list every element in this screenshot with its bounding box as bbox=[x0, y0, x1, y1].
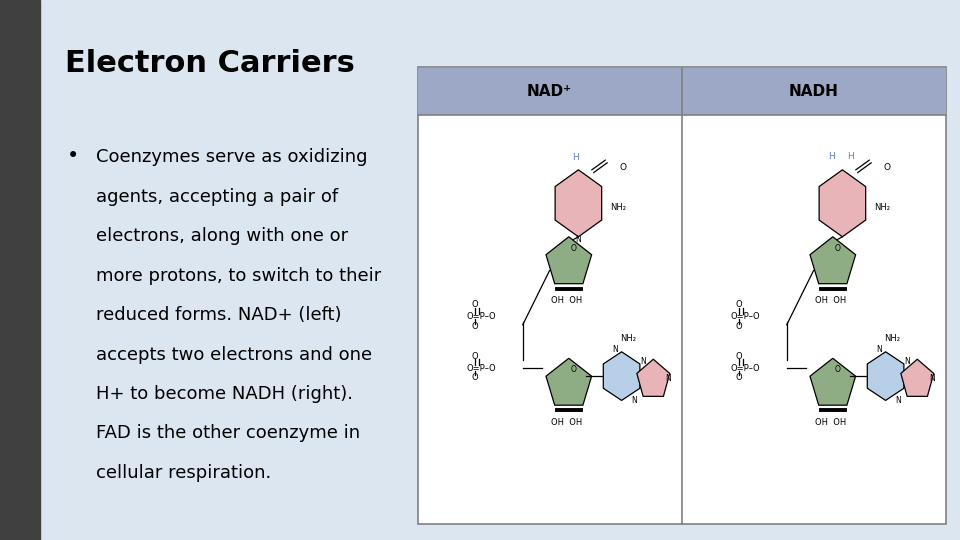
Text: NH₂: NH₂ bbox=[611, 203, 626, 212]
Text: N: N bbox=[904, 357, 909, 366]
Text: H: H bbox=[848, 152, 854, 161]
Text: more protons, to switch to their: more protons, to switch to their bbox=[96, 267, 381, 285]
Text: reduced forms. NAD+ (left): reduced forms. NAD+ (left) bbox=[96, 306, 342, 324]
Text: O=P–O: O=P–O bbox=[731, 363, 759, 373]
Text: O: O bbox=[471, 300, 478, 309]
Text: N: N bbox=[665, 374, 671, 383]
Text: accepts two electrons and one: accepts two electrons and one bbox=[96, 346, 372, 363]
Text: O: O bbox=[735, 300, 742, 309]
Text: O=P–O: O=P–O bbox=[467, 312, 495, 321]
Text: Electron Carriers: Electron Carriers bbox=[65, 49, 355, 78]
Bar bbox=[418, 68, 946, 524]
Text: H+ to become NADH (right).: H+ to become NADH (right). bbox=[96, 385, 353, 403]
Bar bbox=[418, 68, 682, 115]
Text: O: O bbox=[471, 352, 478, 361]
Bar bbox=[682, 68, 946, 115]
Text: O: O bbox=[471, 322, 478, 331]
Text: electrons, along with one or: electrons, along with one or bbox=[96, 227, 348, 245]
Text: OH  OH: OH OH bbox=[551, 417, 582, 427]
Text: O=P–O: O=P–O bbox=[467, 363, 495, 373]
Text: NH₂: NH₂ bbox=[874, 203, 890, 212]
Text: agents, accepting a pair of: agents, accepting a pair of bbox=[96, 188, 338, 206]
Text: NH₂: NH₂ bbox=[620, 334, 636, 343]
Polygon shape bbox=[810, 359, 855, 405]
Text: O: O bbox=[883, 163, 890, 172]
Text: O: O bbox=[471, 373, 478, 382]
Polygon shape bbox=[546, 359, 591, 405]
Text: H: H bbox=[828, 152, 835, 161]
Text: Coenzymes serve as oxidizing: Coenzymes serve as oxidizing bbox=[96, 148, 368, 166]
Text: O: O bbox=[619, 163, 626, 172]
Polygon shape bbox=[546, 237, 591, 284]
Polygon shape bbox=[819, 170, 866, 237]
Text: OH  OH: OH OH bbox=[815, 417, 846, 427]
Text: N: N bbox=[576, 235, 581, 244]
Text: NH₂: NH₂ bbox=[884, 334, 900, 343]
Polygon shape bbox=[867, 352, 904, 400]
Text: N: N bbox=[640, 357, 645, 366]
Polygon shape bbox=[636, 359, 670, 396]
Text: N: N bbox=[876, 345, 882, 354]
Text: O: O bbox=[834, 244, 841, 253]
Text: O: O bbox=[570, 366, 577, 374]
Text: FAD is the other coenzyme in: FAD is the other coenzyme in bbox=[96, 424, 360, 442]
Text: O=P–O: O=P–O bbox=[731, 312, 759, 321]
Text: N: N bbox=[612, 345, 618, 354]
Text: OH  OH: OH OH bbox=[551, 296, 582, 305]
Text: NADH: NADH bbox=[789, 84, 838, 99]
Text: •: • bbox=[67, 146, 80, 166]
Text: O: O bbox=[735, 373, 742, 382]
Text: OH  OH: OH OH bbox=[815, 296, 846, 305]
Text: NAD⁺: NAD⁺ bbox=[527, 84, 572, 99]
Polygon shape bbox=[555, 170, 602, 237]
Text: H: H bbox=[572, 153, 579, 163]
Text: O: O bbox=[834, 366, 841, 374]
Polygon shape bbox=[900, 359, 934, 396]
Polygon shape bbox=[603, 352, 640, 400]
Text: cellular respiration.: cellular respiration. bbox=[96, 464, 272, 482]
Text: O: O bbox=[735, 352, 742, 361]
Text: N: N bbox=[632, 396, 637, 405]
Text: O: O bbox=[570, 244, 577, 253]
Text: O: O bbox=[735, 322, 742, 331]
Polygon shape bbox=[810, 237, 855, 284]
Text: N: N bbox=[929, 374, 935, 383]
Text: N: N bbox=[896, 396, 901, 405]
